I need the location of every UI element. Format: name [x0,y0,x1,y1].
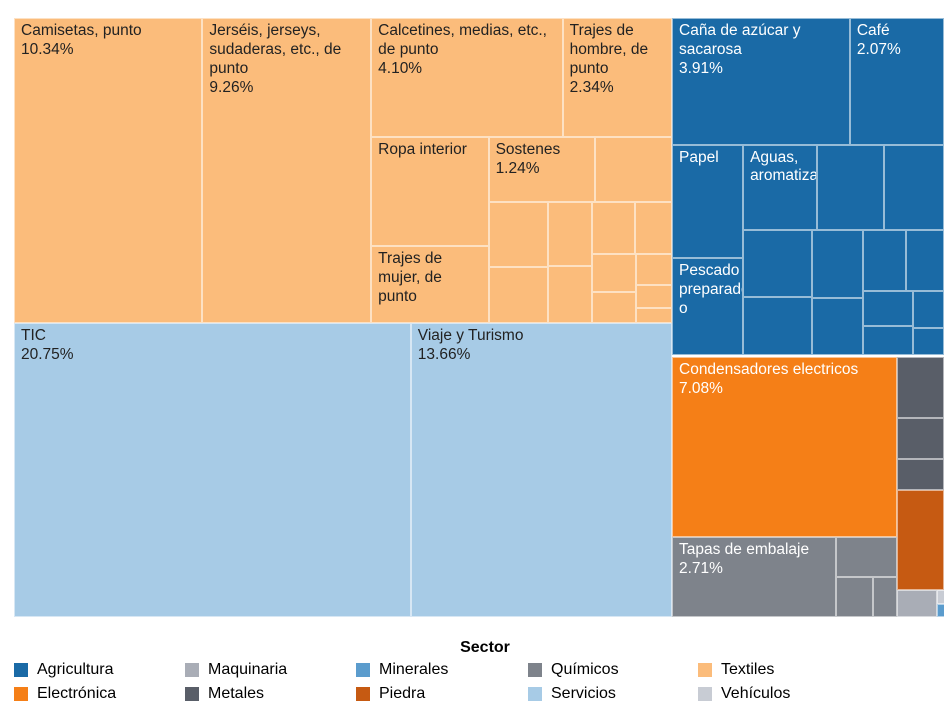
tile: Camisetas, punto 10.34% [14,18,203,323]
tile-label: Jerséis, jerseys, sudaderas, etc., de pu… [209,22,342,77]
tile: TIC 20.75% [14,323,411,617]
tile-label: TIC [21,327,46,344]
tile [634,201,672,254]
legend-swatch [528,687,542,701]
tile [743,296,813,355]
tile: Viaje y Turismo 13.66% [410,323,672,617]
legend-label: Piedra [379,685,426,702]
tile-label: Papel [679,148,719,166]
legend-swatch [698,687,712,701]
tile-value: 9.26% [209,78,254,96]
tile: Sostenes 1.24% [488,136,595,202]
tile [863,230,906,291]
tile-value: 2.34% [569,78,614,96]
tile [812,298,864,355]
legend-swatch [698,663,712,677]
tile-value: 2.71% [679,559,723,577]
tile-label: Calcetines, medias, etc., de punto [378,22,547,58]
tile-value: 10.34% [21,40,74,58]
tile-label: Pescado preparado o [679,261,744,317]
legend-label: Metales [208,685,265,702]
tile [863,290,913,326]
tile [937,604,944,617]
tile: Papel [672,144,744,258]
tile: Café 2.07% [849,18,944,145]
tile-value: 1.24% [495,159,540,177]
tile [897,418,944,460]
tile-label: Tapas de embalaje [679,541,810,558]
tile [836,537,897,577]
tile [591,291,636,323]
tile [883,144,944,231]
tile: Caña de azúcar y sacarosa 3.91% [672,18,850,145]
tile [816,144,884,231]
tile [591,201,635,254]
tile [905,230,944,291]
tile-label: Trajes de mujer, de punto [378,249,443,305]
legend-swatch [356,687,370,701]
tile [872,577,897,617]
tile [912,327,944,355]
tile-label: Café [856,22,890,39]
tile-value: 13.66% [417,345,471,363]
legend-label: Maquinaria [208,661,288,678]
tile [812,230,864,299]
tile [897,459,944,490]
tile: Calcetines, medias, etc., de punto 4.10% [371,18,563,137]
tile [836,577,873,617]
legend-label: Minerales [379,661,449,678]
tile [548,201,592,266]
tile: Aguas, aromatizadas [743,144,817,231]
tile-label: Condensadores electricos [679,361,859,378]
tile-label: Trajes de hombre, de punto [569,22,649,77]
legend-label: Electrónica [37,685,117,702]
legend-swatch [185,663,199,677]
tile [635,284,672,308]
tile [488,201,549,268]
tile-label: Camisetas, punto [21,22,142,39]
legend-title: Sector [460,639,510,656]
tile-label: Caña de azúcar y sacarosa [679,22,801,58]
legend-swatch [528,663,542,677]
legend-label: Servicios [551,685,616,702]
legend-swatch [356,663,370,677]
tile [897,357,944,419]
legend-label: Químicos [551,661,619,678]
legend-label: Vehículos [721,685,791,702]
tile [937,590,944,604]
tile-value: 3.91% [679,59,723,77]
tile-label: Aguas, aromatizadas [750,148,817,185]
tile-value: 2.07% [856,40,901,58]
legend-label: Textiles [721,661,775,678]
tile [635,307,672,323]
tile [897,590,937,617]
tile [743,230,813,297]
tile-value: 20.75% [21,345,74,363]
tile: Condensadores electricos 7.08% [672,357,897,537]
tile [591,253,636,292]
tile [912,290,944,328]
legend-swatch [14,687,28,701]
tile-label: Sostenes [495,140,561,158]
tile-label: Viaje y Turismo [417,327,524,344]
tile: Tapas de embalaje 2.71% [672,537,837,617]
tile [488,267,549,323]
tile [635,253,672,285]
tile [594,136,672,202]
tile: Trajes de mujer, de punto [371,245,489,323]
tile-value: 7.08% [679,379,723,397]
tile: Ropa interior [371,136,489,246]
tile: Trajes de hombre, de punto 2.34% [562,18,672,137]
tile-label: Ropa interior [378,140,467,158]
tile [548,265,592,323]
tile: Jerséis, jerseys, sudaderas, etc., de pu… [202,18,372,323]
legend-swatch [185,687,199,701]
tile-value: 4.10% [378,59,423,77]
legend-swatch [14,663,28,677]
tile [897,490,944,590]
tile [863,325,913,355]
legend-label: Agricultura [37,661,114,678]
tile: Pescado preparado o [672,257,744,355]
